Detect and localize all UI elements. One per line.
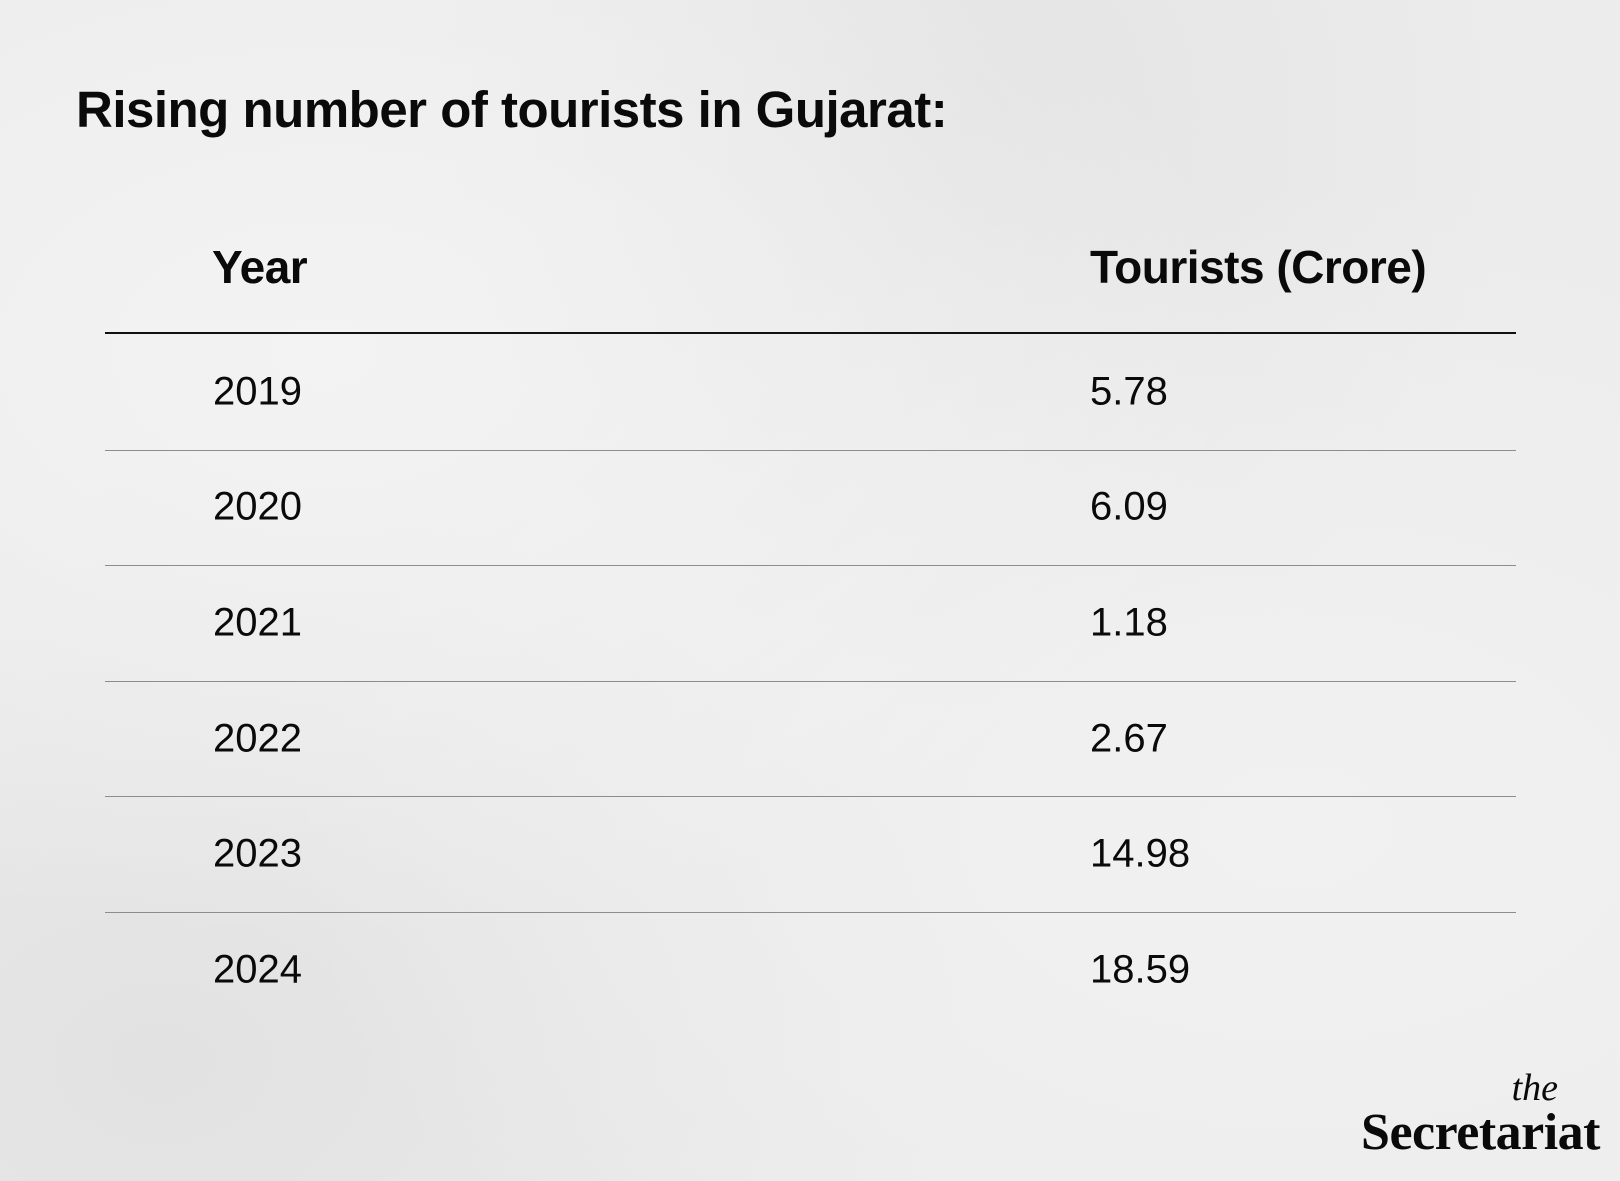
year-cell: 2022 — [213, 716, 302, 761]
table-row: 2023 14.98 — [105, 796, 1516, 913]
column-header-tourists: Tourists (Crore) — [1090, 241, 1427, 293]
chart-title: Rising number of tourists in Gujarat: — [76, 81, 948, 138]
header-divider — [105, 332, 1516, 334]
year-cell: 2020 — [213, 484, 302, 529]
tourists-cell: 1.18 — [1090, 600, 1168, 645]
tourists-cell: 2.67 — [1090, 716, 1168, 761]
column-header-year: Year — [212, 241, 308, 293]
table-row: 2024 18.59 — [105, 912, 1516, 1028]
secretariat-logo: the Secretariat — [1361, 1069, 1600, 1159]
year-cell: 2023 — [213, 831, 302, 876]
table-row: 2021 1.18 — [105, 565, 1516, 682]
tourists-cell: 18.59 — [1090, 947, 1191, 992]
year-cell: 2019 — [213, 369, 302, 414]
year-cell: 2024 — [213, 947, 302, 992]
logo-name: Secretariat — [1361, 1104, 1600, 1161]
logo-the: the — [1511, 1067, 1558, 1109]
tourists-cell: 6.09 — [1090, 484, 1168, 529]
table-row: 2019 5.78 — [105, 334, 1516, 451]
tourists-cell: 5.78 — [1090, 369, 1168, 414]
table-row: 2020 6.09 — [105, 450, 1516, 567]
year-cell: 2021 — [213, 600, 302, 645]
table-row: 2022 2.67 — [105, 681, 1516, 798]
tourists-cell: 14.98 — [1090, 831, 1191, 876]
